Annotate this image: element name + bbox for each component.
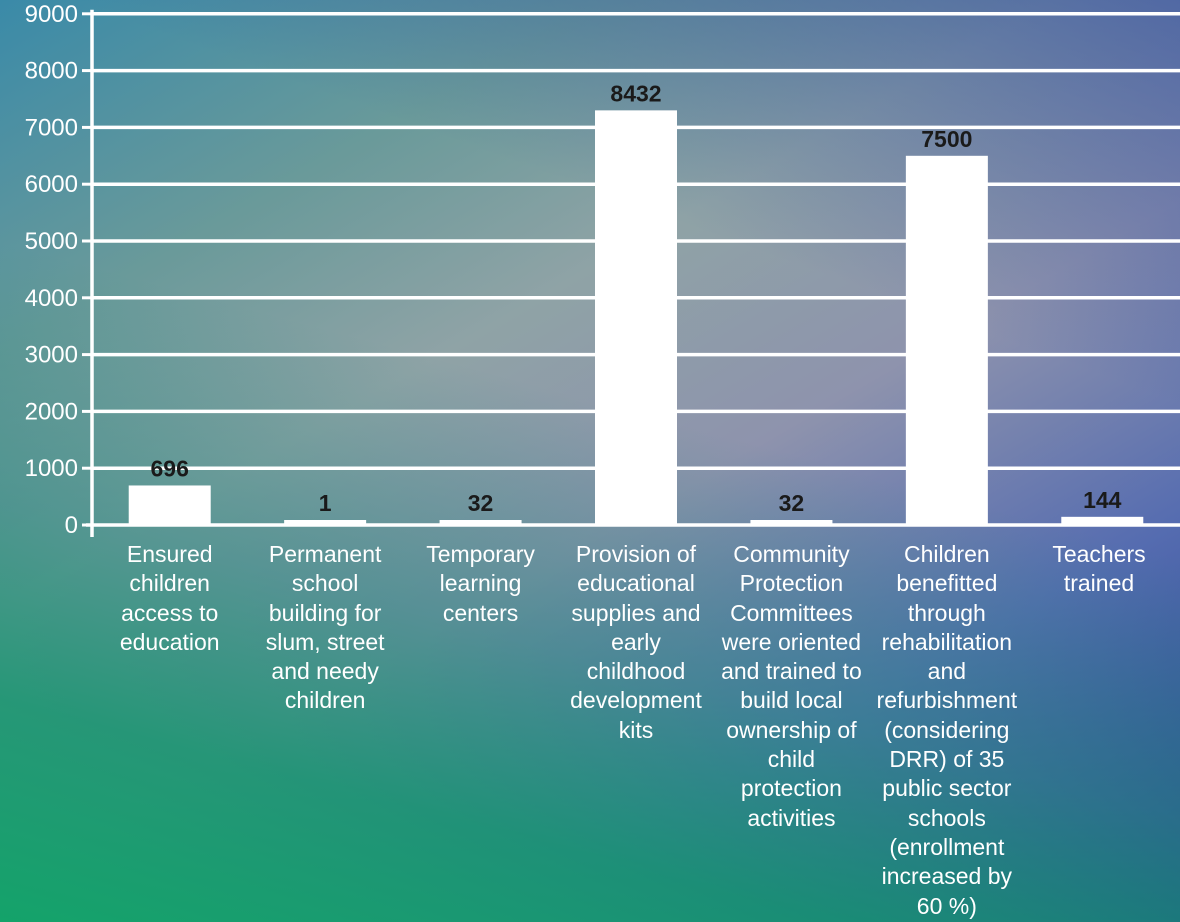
x-category-label: Teachers trained: [1052, 541, 1146, 597]
y-tick-label: 6000: [25, 171, 78, 198]
data-label: 8432: [610, 80, 661, 106]
bar: [439, 520, 522, 525]
x-category-label: Children benefitted through rehabilitati…: [876, 541, 1018, 919]
bar: [750, 520, 833, 525]
y-tick-label: 1000: [25, 455, 78, 482]
y-tick-label: 9000: [25, 1, 78, 28]
x-category-label: Ensured children access to education: [119, 541, 220, 655]
y-tick-label: 7000: [25, 114, 78, 141]
bar: [905, 155, 988, 526]
x-category-label: Permanent school building for slum, stre…: [265, 541, 385, 714]
y-tick-label: 8000: [25, 58, 78, 85]
data-label: 696: [151, 455, 189, 481]
y-tick-label: 3000: [25, 342, 78, 369]
data-label: 7500: [921, 126, 972, 152]
x-category-label: Community Protection Committees were ori…: [721, 541, 862, 831]
bar: [1061, 516, 1144, 525]
y-tick-label: 2000: [25, 398, 78, 425]
data-label: 144: [1083, 487, 1122, 513]
y-tick-label: 4000: [25, 285, 78, 312]
bar: [284, 520, 367, 525]
y-tick-label: 0: [65, 512, 78, 539]
x-category-label: Temporary learning centers: [426, 541, 535, 626]
bar: [595, 110, 677, 526]
bar: [128, 485, 211, 525]
data-label: 32: [779, 490, 805, 516]
data-label: 1: [319, 490, 332, 516]
y-tick-label: 5000: [25, 228, 78, 255]
x-category-label: Provision of educational supplies and ea…: [570, 541, 702, 743]
data-label: 32: [468, 490, 494, 516]
